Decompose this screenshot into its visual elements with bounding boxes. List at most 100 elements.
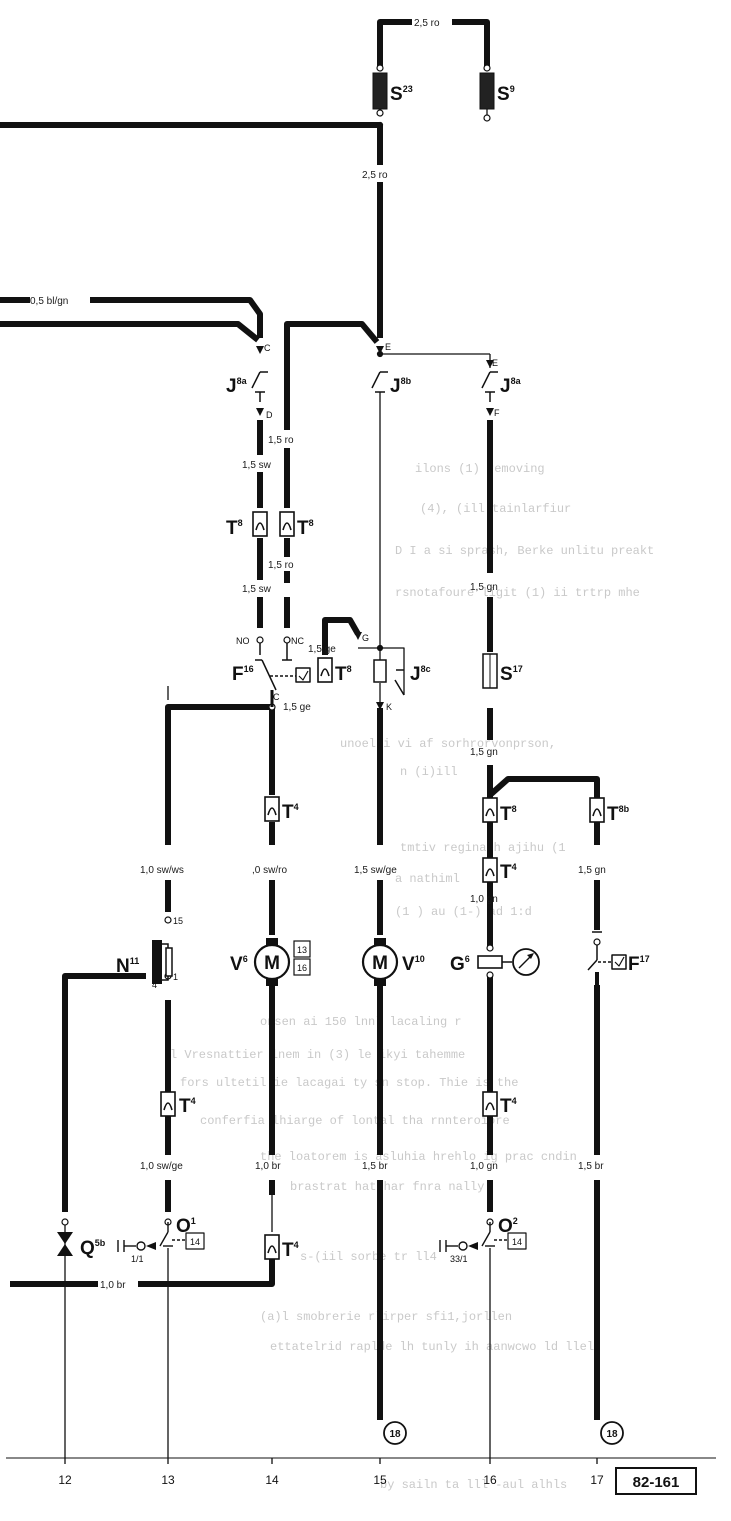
ghost-line: onsen ai 150 lnnl lacaling r bbox=[260, 1015, 462, 1029]
column-number: 14 bbox=[265, 1473, 279, 1487]
lamp-q5b bbox=[57, 1232, 73, 1256]
code-t4-13: T4 bbox=[179, 1096, 196, 1117]
coil-n11 bbox=[152, 940, 173, 984]
code-q5b: Q5b bbox=[80, 1238, 106, 1259]
code-j8a-right: J8a bbox=[500, 376, 522, 397]
column-numbers: 12 13 14 15 16 17 bbox=[58, 1473, 604, 1487]
node bbox=[376, 109, 384, 117]
component-codes: S23 S9 J8a J8b J8a T8 T8 T8 T8 T8b F16 J… bbox=[80, 84, 650, 1261]
ghost-line: rsnotafoure ligit (1) ii trtrp mhe bbox=[395, 586, 640, 600]
terminal-d: D bbox=[266, 410, 273, 420]
code-t4-16b: T4 bbox=[500, 1096, 517, 1117]
label-1-5-gn-b: 1,5 gn bbox=[470, 747, 498, 758]
code-t4-14b: T4 bbox=[282, 1240, 299, 1261]
code-t4-14a: T4 bbox=[282, 802, 299, 823]
node bbox=[486, 971, 494, 979]
ghost-line: the loatorem is asluhia hrehlo ig prac c… bbox=[260, 1150, 577, 1164]
label-1-5-br-17: 1,5 br bbox=[578, 1161, 604, 1172]
t8-b bbox=[279, 511, 295, 537]
label-1-5-ro-a: 1,5 ro bbox=[268, 435, 294, 446]
ghost-line: (1 ) au (1-) ad 1:d bbox=[395, 905, 532, 919]
label-1-0-gn-a: 1,0 gn bbox=[470, 894, 498, 905]
node bbox=[376, 121, 384, 129]
code-j8a-left: J8a bbox=[226, 376, 248, 397]
ghost-line: a nathiml bbox=[395, 872, 460, 886]
v6-ref-16: 16 bbox=[297, 963, 307, 973]
ghost-line: unoelli vi af sorhrorvonprson, bbox=[340, 737, 556, 751]
code-t8-b: T8 bbox=[297, 518, 314, 539]
code-v10: V10 bbox=[402, 954, 425, 975]
ghost-line: n (i)ill bbox=[400, 765, 458, 779]
label-top-2-5-ro: 2,5 ro bbox=[414, 18, 440, 29]
fuse-s23 bbox=[372, 72, 388, 110]
terminal-e1: E bbox=[385, 342, 391, 352]
code-g6: G6 bbox=[450, 954, 470, 975]
code-o1: O1 bbox=[176, 1216, 196, 1237]
terminal-1: 1 bbox=[173, 972, 178, 982]
label-1-0-gn-b: 1,0 gn bbox=[470, 1161, 498, 1172]
ghost-line: (4), (ill tainlarfiur bbox=[420, 502, 571, 516]
t8-d bbox=[482, 797, 498, 823]
node bbox=[164, 916, 172, 924]
label-sw-ro: ,0 sw/ro bbox=[252, 865, 287, 876]
node bbox=[376, 64, 384, 72]
wire-q5b bbox=[62, 973, 146, 1212]
label-1-0-br-14: 1,0 br bbox=[255, 1161, 281, 1172]
fuses bbox=[372, 72, 498, 689]
wire-bl-gn bbox=[90, 297, 263, 338]
wire-2-5-ro-top-right bbox=[452, 19, 490, 70]
label-1-5-sw-a: 1,5 sw bbox=[242, 460, 272, 471]
sender-g6 bbox=[477, 948, 540, 976]
t8-c bbox=[317, 657, 333, 683]
fuse-s9 bbox=[479, 72, 495, 110]
code-f17: F17 bbox=[628, 954, 650, 975]
wire-bottom-1-0-br bbox=[138, 1263, 275, 1287]
code-v6: V6 bbox=[230, 954, 248, 975]
terminal-f: F bbox=[494, 408, 500, 418]
ref-circles: 18 18 bbox=[383, 1421, 624, 1445]
thin-wires bbox=[6, 30, 716, 1464]
column-number: 17 bbox=[590, 1473, 604, 1487]
t4-16b bbox=[482, 1091, 498, 1117]
fuse-j8c bbox=[373, 659, 387, 683]
node bbox=[256, 636, 264, 644]
ghost-line: brastrat hatshar fnra nally bbox=[290, 1180, 484, 1194]
terminal-c2: C bbox=[273, 692, 280, 702]
label-1-5-ge-a: 1,5 ge bbox=[308, 644, 336, 655]
page-number-box: 82-161 bbox=[615, 1467, 697, 1495]
label-sw-ge-15: 1,5 sw/ge bbox=[354, 865, 397, 876]
ghost-line: fors ultetil ie lacagai ty sn stop. Thie… bbox=[180, 1076, 518, 1090]
code-f16: F16 bbox=[232, 664, 254, 685]
gauge-icon bbox=[512, 948, 540, 976]
wire-1-5-gn-17 bbox=[488, 776, 600, 802]
label-1-5-sw-b: 1,5 sw bbox=[242, 584, 272, 595]
terminal-g: G bbox=[362, 633, 369, 643]
connector-nodes bbox=[61, 64, 601, 1226]
column-number: 16 bbox=[483, 1473, 497, 1487]
terminal-k: K bbox=[386, 702, 392, 712]
t4-16a bbox=[482, 857, 498, 883]
t8-a bbox=[252, 511, 268, 537]
label-1-5-ro-b: 1,5 ro bbox=[268, 560, 294, 571]
t4-13 bbox=[160, 1091, 176, 1117]
t-connectors bbox=[160, 511, 605, 1260]
label-sw-ws: 1,0 sw/ws bbox=[140, 865, 184, 876]
node bbox=[283, 636, 291, 644]
contact-o2 bbox=[439, 1222, 527, 1252]
ghost-line: conferfia lhiarge of lontal tha rnnteroi… bbox=[200, 1114, 510, 1128]
wire-2-5-ro-top bbox=[377, 19, 412, 70]
arrows bbox=[256, 346, 494, 710]
label-main-2-5-ro: 2,5 ro bbox=[362, 170, 388, 181]
t4-14b bbox=[264, 1234, 280, 1260]
wire-labels: 2,5 ro 2,5 ro 0,5 bl/gn 1,5 ro 1,5 sw 1,… bbox=[30, 18, 606, 1291]
ghost-line: ilons (1) removing bbox=[415, 462, 545, 476]
code-j8c: J8c bbox=[410, 664, 431, 685]
node bbox=[593, 938, 601, 946]
code-s23: S23 bbox=[390, 84, 413, 105]
ghost-line: (a)l smobrerie rlirper sfi1,jorllen bbox=[260, 1310, 512, 1324]
ghost-line: tmtiv reginath ajihu (1 bbox=[400, 841, 566, 855]
o2-ref-14: 14 bbox=[512, 1237, 522, 1247]
label-1-5-gn-17: 1,5 gn bbox=[578, 865, 606, 876]
contact-o1 bbox=[117, 1222, 205, 1252]
